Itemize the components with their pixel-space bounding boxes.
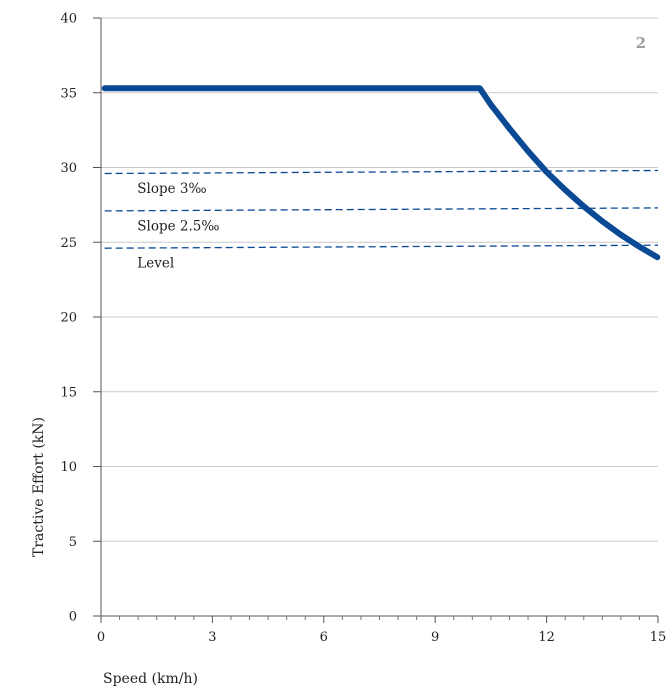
y-tick-label: 25 (60, 236, 77, 251)
series-annotation: Slope 2.5‰ (137, 218, 219, 234)
resistance-line-3 (104, 244, 659, 249)
y-tick-label: 20 (60, 311, 77, 326)
gridlines (101, 17, 658, 542)
x-tick-label: 9 (431, 630, 439, 645)
y-tick-label: 40 (60, 12, 77, 27)
x-axis-label: Speed (km/h) (103, 671, 198, 687)
resistance-line-2 (104, 207, 659, 212)
x-tick-label: 15 (650, 630, 667, 645)
resistance-line-1 (104, 169, 659, 175)
x-tick-label: 0 (97, 630, 105, 645)
y-tick-label: 0 (69, 610, 77, 625)
axes (93, 17, 659, 623)
y-tick-label: 15 (60, 385, 77, 400)
tractive-effort-curve (101, 85, 661, 261)
series-annotation: Level (137, 256, 174, 272)
panel-number: 2 (636, 34, 646, 52)
y-tick-label: 30 (60, 161, 77, 176)
x-tick-label: 3 (208, 630, 216, 645)
y-tick-label: 10 (60, 460, 77, 475)
x-tick-label: 12 (538, 630, 555, 645)
series-annotation: Slope 3‰ (137, 181, 206, 197)
x-tick-label: 6 (320, 630, 328, 645)
labels-layer: 0 5 10 15 20 25 30 35 40 0 3 6 9 12 15 Slope 3‰ Slope 2.… (60, 12, 666, 646)
series-layer (101, 85, 661, 261)
y-axis-label: Tractive Effort (kN) (31, 417, 47, 557)
y-tick-label: 35 (60, 86, 77, 101)
y-tick-label: 5 (69, 535, 77, 550)
